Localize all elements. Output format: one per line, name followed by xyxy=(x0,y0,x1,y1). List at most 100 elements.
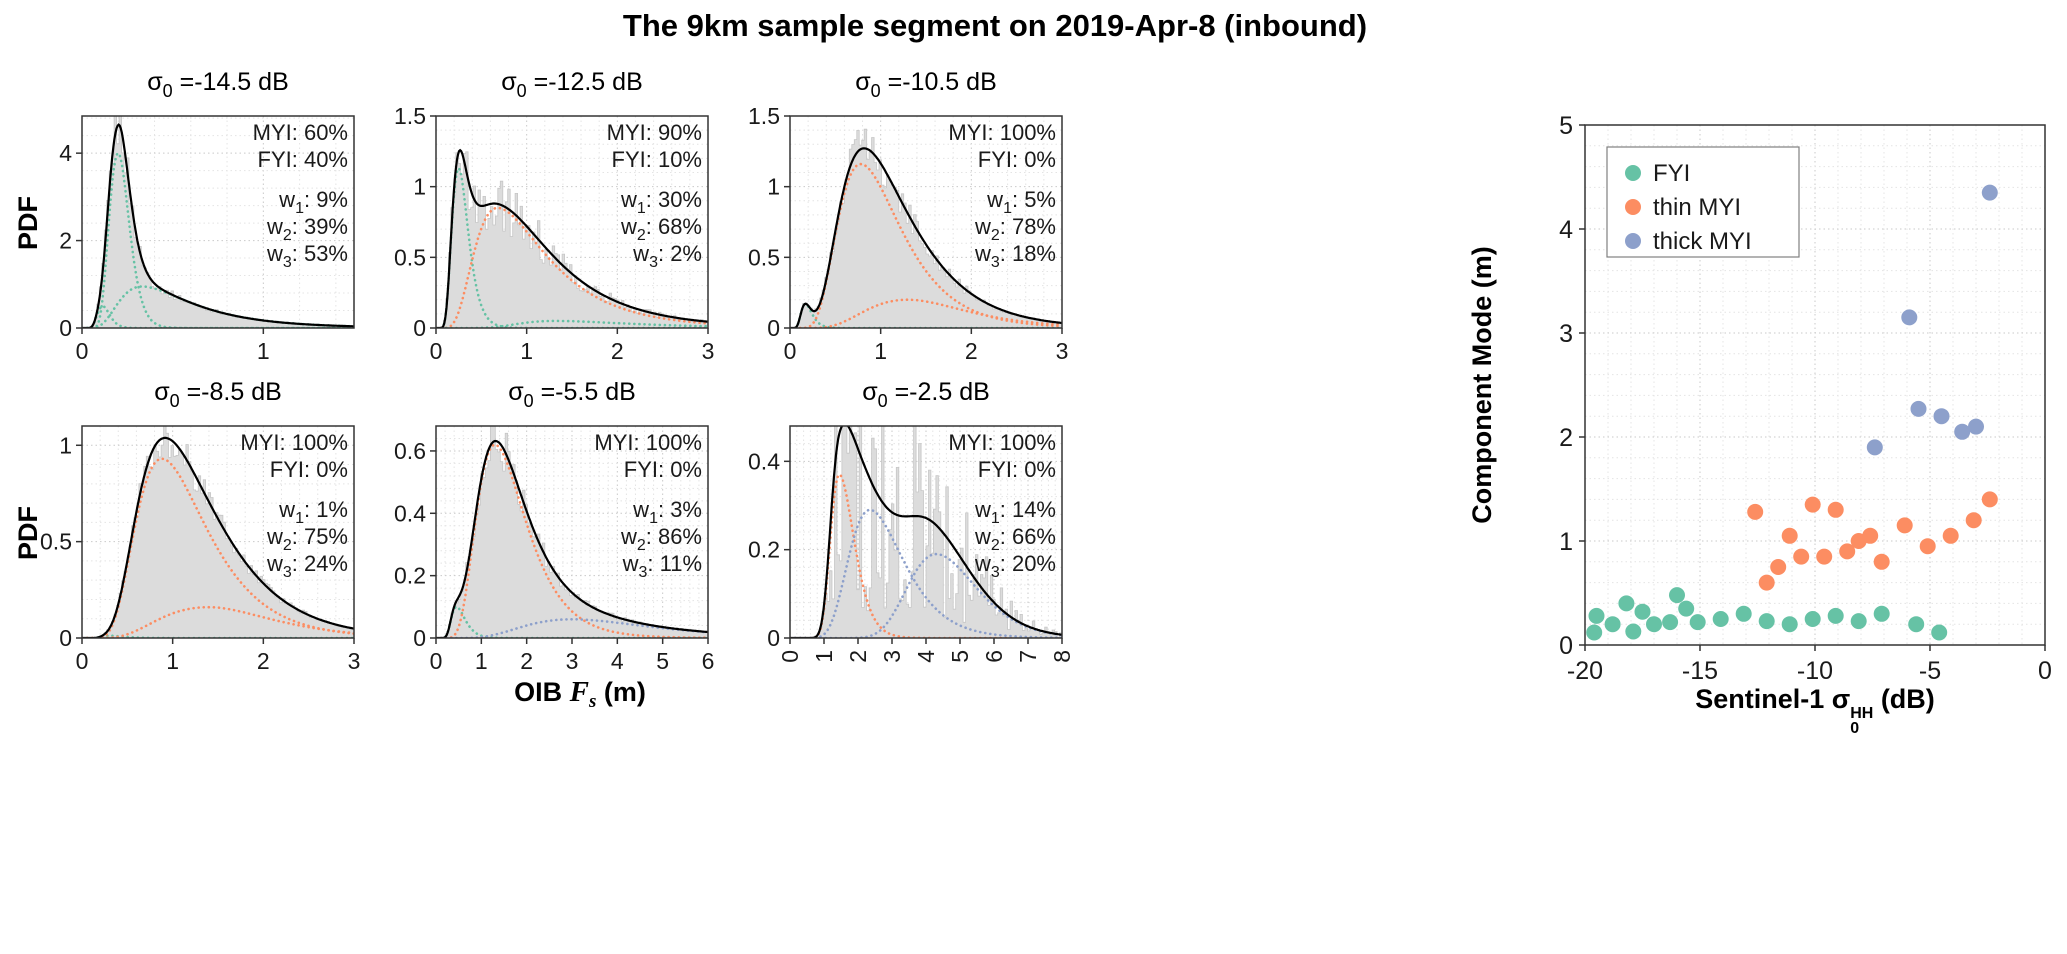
data-point-FYI xyxy=(1873,605,1890,622)
annotation-myi: MYI: 90% xyxy=(607,120,702,145)
histogram-fill xyxy=(82,426,354,638)
svg-text:1.5: 1.5 xyxy=(748,103,780,129)
subplot-title: σ0 =-14.5 dB xyxy=(147,68,289,101)
annotation-w3: w3: 2% xyxy=(632,241,702,271)
svg-text:2: 2 xyxy=(845,650,871,663)
annotation-myi: MYI: 100% xyxy=(594,430,702,455)
svg-text:3: 3 xyxy=(702,338,715,364)
data-point-FYI xyxy=(1758,613,1775,630)
component-curve-thin-MYI xyxy=(436,206,708,328)
annotation-w2: w2: 66% xyxy=(974,524,1056,554)
data-point-thin-MYI xyxy=(1793,548,1810,565)
svg-text:5: 5 xyxy=(947,650,973,663)
svg-text:4: 4 xyxy=(59,140,72,166)
svg-text:1: 1 xyxy=(1559,528,1573,556)
svg-text:0: 0 xyxy=(413,625,426,651)
data-point-FYI xyxy=(1678,600,1695,617)
mixture-pdf-curve xyxy=(790,147,1062,328)
annotation-w3: w3: 53% xyxy=(266,241,348,271)
data-point-thin-MYI xyxy=(1781,527,1798,544)
pdf-subplot-sigma-12p5: 0 1 2 3 0 0.5 1 1.5 σ0 =-12.5 dB MYI: 90%FYI: 10%… xyxy=(394,68,715,364)
component-curve-thick-MYI xyxy=(436,618,708,638)
data-point-FYI xyxy=(1781,616,1798,633)
axes-box xyxy=(81,115,355,329)
sigma-sup-sub: HH 0 xyxy=(1850,705,1874,737)
data-point-FYI xyxy=(1662,614,1679,631)
annotation-w1: w1: 5% xyxy=(986,187,1056,217)
svg-text:3: 3 xyxy=(348,648,361,674)
svg-text:1: 1 xyxy=(811,650,837,663)
data-point-thin-MYI xyxy=(1816,548,1833,565)
svg-text:0: 0 xyxy=(784,338,797,364)
annotation-fyi: FYI: 0% xyxy=(270,457,348,482)
data-point-thin-MYI xyxy=(1747,503,1764,520)
data-point-FYI xyxy=(1931,624,1948,641)
series-FYI xyxy=(1586,587,1948,641)
data-point-thick-MYI xyxy=(1910,400,1927,417)
subplot-title: σ0 =-10.5 dB xyxy=(855,68,997,101)
svg-text:3: 3 xyxy=(566,648,579,674)
pdf-subplot-sigma-10p5: 0 1 2 3 0 0.5 1 1.5 σ0 =-10.5 dB MYI: 100%FYI: 0%… xyxy=(748,68,1068,364)
annotation-fyi: FYI: 0% xyxy=(978,147,1056,172)
svg-text:2: 2 xyxy=(1559,424,1573,452)
svg-text:-20: -20 xyxy=(1567,657,1603,685)
data-point-thick-MYI xyxy=(1968,418,1984,435)
svg-text:0: 0 xyxy=(59,315,72,341)
annotation-myi: MYI: 60% xyxy=(253,120,348,145)
component-curve-FYI xyxy=(82,151,354,328)
data-point-thick-MYI xyxy=(1933,408,1950,425)
data-point-FYI xyxy=(1588,607,1605,624)
svg-text:1: 1 xyxy=(767,174,780,200)
component-curve-thick-MYI xyxy=(790,552,1062,638)
annotation-myi: MYI: 100% xyxy=(948,430,1056,455)
histogram-fill xyxy=(436,151,708,328)
svg-text:2: 2 xyxy=(965,338,978,364)
annotation-fyi: FYI: 40% xyxy=(258,147,348,172)
mixture-pdf-curve xyxy=(436,439,708,638)
svg-text:1: 1 xyxy=(413,174,426,200)
svg-text:0: 0 xyxy=(76,648,89,674)
svg-text:1: 1 xyxy=(59,432,72,458)
svg-text:0: 0 xyxy=(777,650,803,663)
subplot-title: σ0 =-5.5 dB xyxy=(508,378,636,411)
component-curve-FYI xyxy=(436,166,708,328)
scatter-ylabel: Component Mode (m) xyxy=(1467,246,1497,523)
data-point-FYI xyxy=(1634,603,1651,620)
legend-label: FYI xyxy=(1653,160,1690,187)
data-point-FYI xyxy=(1712,611,1729,627)
data-point-thin-MYI xyxy=(1981,491,1998,508)
svg-text:4: 4 xyxy=(913,650,939,663)
svg-text:3: 3 xyxy=(879,650,905,663)
data-point-thin-MYI xyxy=(1804,496,1821,513)
series-thin-MYI xyxy=(1747,491,1998,591)
annotation-w2: w2: 68% xyxy=(620,214,702,244)
svg-text:0: 0 xyxy=(59,625,72,651)
data-point-FYI xyxy=(1625,623,1642,640)
annotation-w2: w2: 86% xyxy=(620,524,702,554)
svg-text:8: 8 xyxy=(1049,650,1075,663)
annotation-w2: w2: 39% xyxy=(266,214,348,244)
mixture-pdf-curve xyxy=(82,123,354,328)
annotation-w2: w2: 75% xyxy=(266,524,348,554)
annotation-w3: w3: 24% xyxy=(266,551,348,581)
subplot-title: σ0 =-8.5 dB xyxy=(154,378,282,411)
series-thick-MYI xyxy=(1866,184,1998,456)
svg-text:2: 2 xyxy=(59,228,72,254)
svg-text:1: 1 xyxy=(520,338,533,364)
svg-text:1.5: 1.5 xyxy=(394,103,426,129)
grid-lines xyxy=(1585,125,2045,645)
svg-text:0: 0 xyxy=(413,315,426,341)
data-point-thin-MYI xyxy=(1770,559,1787,575)
svg-text:0.4: 0.4 xyxy=(394,500,426,526)
annotation-fyi: FYI: 10% xyxy=(612,147,702,172)
annotation-w1: w1: 3% xyxy=(632,497,702,527)
data-point-FYI xyxy=(1689,614,1706,631)
svg-text:1: 1 xyxy=(475,648,488,674)
figure-title: The 9km sample segment on 2019-Apr-8 (in… xyxy=(622,8,1368,43)
data-point-FYI xyxy=(1669,587,1685,604)
component-mode-scatter-plot: -20 -15 -10 -5 0 0 1 2 3 4 5 Component Mode (m) FYI t… xyxy=(1467,112,2052,685)
mixture-pdf-curve xyxy=(436,148,708,328)
data-point-thin-MYI xyxy=(1942,527,1959,544)
